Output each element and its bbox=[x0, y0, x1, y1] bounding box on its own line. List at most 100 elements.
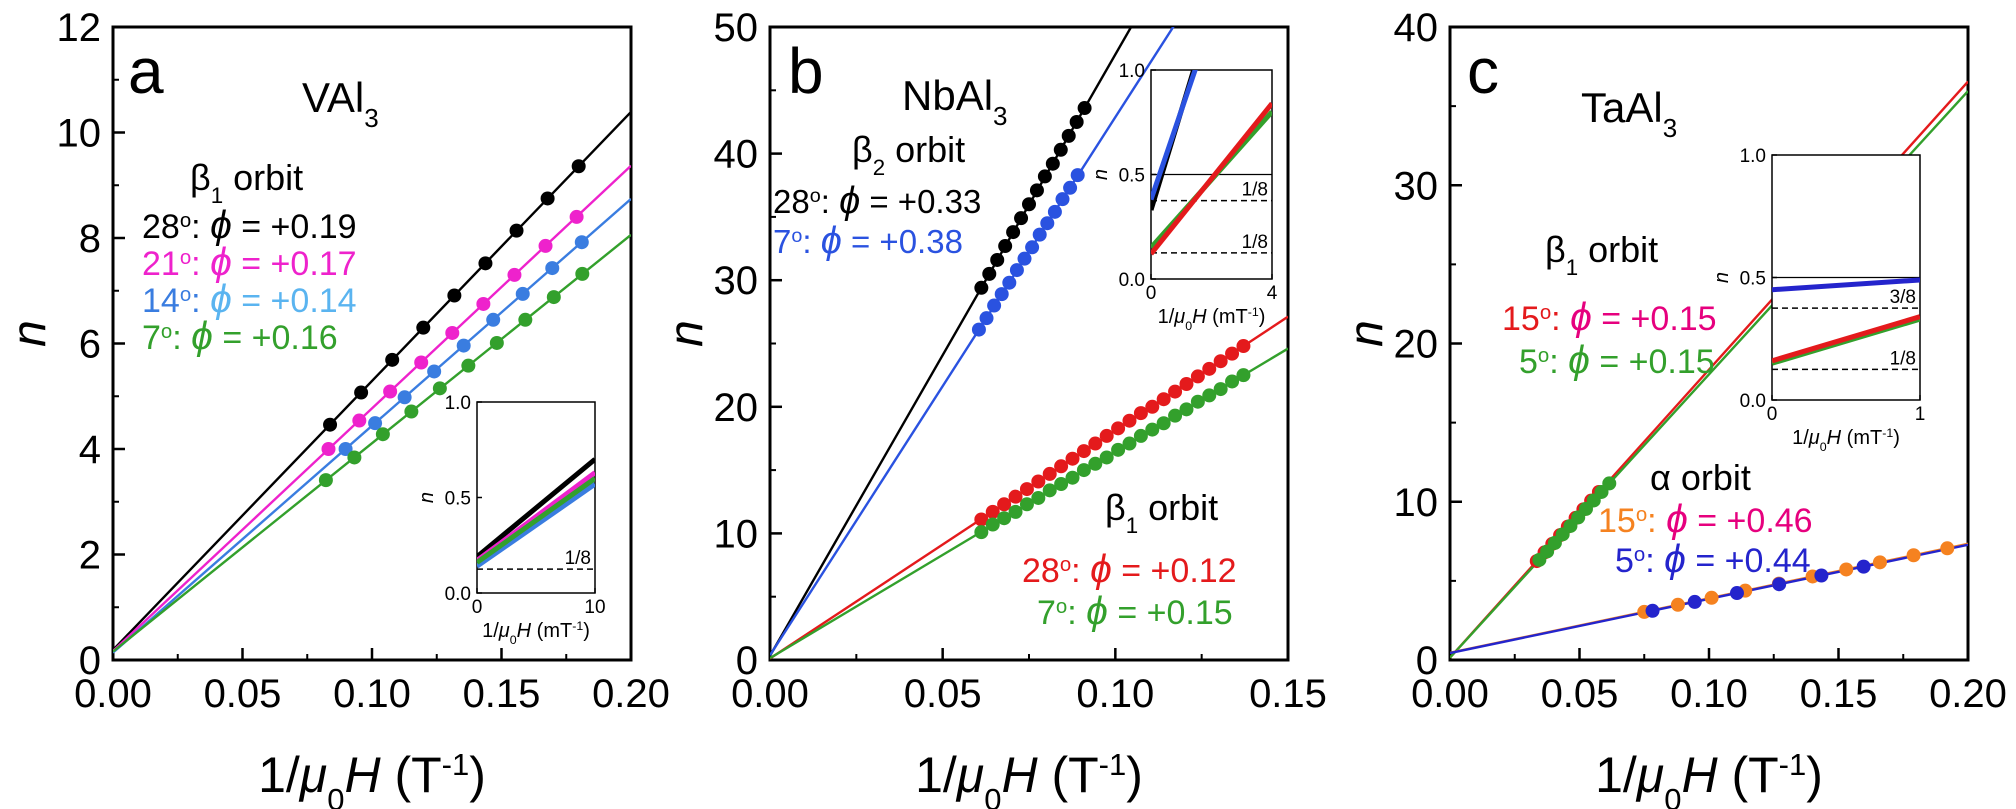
data-point bbox=[1063, 180, 1078, 195]
data-point bbox=[385, 352, 400, 367]
phase-annotation: 7o: ϕ = +0.38 bbox=[773, 220, 963, 262]
label-part: H bbox=[344, 747, 381, 803]
x-axis-label: 1/μ0H (T-1) bbox=[1595, 747, 1823, 809]
data-series bbox=[321, 209, 584, 456]
angle: 5 bbox=[1519, 343, 1538, 381]
data-point bbox=[1213, 382, 1228, 397]
y-tick-label: 30 bbox=[714, 259, 759, 303]
data-point bbox=[575, 266, 590, 281]
inset-line bbox=[1151, 70, 1198, 201]
inset-y-tick-label: 1.0 bbox=[445, 393, 471, 414]
data-point bbox=[1687, 594, 1702, 609]
inset-line bbox=[1772, 314, 1920, 364]
inset-x-tick-label: 0 bbox=[472, 597, 483, 618]
data-point bbox=[994, 287, 1009, 302]
phase-annotation: 21o: ϕ = +0.17 bbox=[142, 241, 357, 284]
inset-x-axis-label: 1/μ0H (mT-1) bbox=[1158, 305, 1266, 333]
angle: 14 bbox=[142, 282, 180, 320]
reference-label: 1/8 bbox=[565, 548, 591, 569]
data-point bbox=[997, 511, 1012, 526]
label-part: 0 bbox=[1664, 782, 1681, 809]
x-tick-label: 0.15 bbox=[1800, 672, 1878, 716]
data-point bbox=[1213, 354, 1228, 369]
data-point bbox=[1017, 251, 1032, 266]
inset-x-tick-label: 4 bbox=[1267, 283, 1278, 304]
data-point bbox=[1031, 474, 1046, 489]
data-point bbox=[321, 442, 336, 456]
phase-symbol: ϕ bbox=[1570, 296, 1592, 339]
label-part: (mT bbox=[1207, 306, 1248, 328]
colon: : bbox=[1549, 343, 1568, 381]
y-tick-label: 0 bbox=[79, 639, 101, 683]
y-tick-label: 0 bbox=[1416, 639, 1438, 683]
data-point bbox=[1190, 369, 1205, 384]
data-point bbox=[571, 159, 586, 174]
label-part: (T bbox=[1718, 747, 1779, 803]
data-point bbox=[982, 266, 997, 281]
label-part: μ bbox=[1173, 306, 1185, 328]
y-tick-label: 20 bbox=[714, 386, 759, 430]
phase-annotation: 7o: ϕ = +0.16 bbox=[142, 315, 338, 358]
data-point bbox=[476, 296, 491, 311]
label-part: H bbox=[1827, 427, 1842, 449]
data-point bbox=[1670, 597, 1685, 612]
inset-y-axis-label: n bbox=[1090, 169, 1112, 180]
data-point bbox=[1029, 183, 1044, 198]
x-tick-label: 0.20 bbox=[1929, 672, 2007, 716]
label-part: -1 bbox=[572, 619, 583, 633]
orbit-label: β1 orbit bbox=[1105, 487, 1218, 538]
data-point bbox=[1225, 346, 1240, 361]
data-point bbox=[1190, 394, 1205, 409]
label-part: orbit bbox=[885, 129, 965, 170]
x-tick-label: 0.00 bbox=[1411, 672, 1489, 716]
data-point bbox=[1031, 490, 1046, 505]
phase-symbol: ϕ bbox=[1568, 339, 1590, 382]
data-point bbox=[507, 267, 522, 282]
colon: : bbox=[1645, 542, 1664, 580]
degree: o bbox=[180, 284, 191, 306]
data-point bbox=[486, 312, 501, 327]
data-point bbox=[1054, 459, 1069, 474]
data-point bbox=[990, 252, 1005, 267]
panel-letter: b bbox=[788, 35, 824, 107]
reference-label: 1/8 bbox=[1242, 180, 1268, 201]
data-point bbox=[1006, 225, 1021, 240]
label-part: μ bbox=[955, 747, 984, 803]
data-point bbox=[1047, 204, 1062, 219]
data-point bbox=[347, 450, 362, 465]
data-point bbox=[974, 525, 989, 540]
panel-letter: c bbox=[1467, 35, 1499, 107]
y-tick-label: 2 bbox=[79, 534, 101, 578]
phase-annotation: 15o: ϕ = +0.46 bbox=[1598, 498, 1813, 541]
label-part: TaAl bbox=[1581, 84, 1663, 131]
label-part: ) bbox=[1126, 747, 1143, 803]
data-point bbox=[540, 191, 555, 206]
colon: : bbox=[1071, 552, 1090, 590]
data-point bbox=[1236, 339, 1251, 354]
data-point bbox=[985, 504, 1000, 519]
data-point bbox=[509, 223, 524, 238]
label-part: 0 bbox=[327, 782, 344, 809]
y-tick-label: 40 bbox=[1394, 6, 1439, 50]
y-tick-label: 10 bbox=[1394, 481, 1439, 525]
label-part: H bbox=[1192, 306, 1207, 328]
label-part: -1 bbox=[1099, 747, 1127, 782]
label-part: β bbox=[1545, 229, 1566, 270]
data-point bbox=[1099, 450, 1114, 465]
inset-y-tick-label: 0.5 bbox=[445, 489, 471, 510]
data-point bbox=[427, 364, 442, 379]
y-tick-label: 50 bbox=[714, 6, 759, 50]
phase-symbol: ϕ bbox=[821, 220, 842, 262]
y-tick-label: 40 bbox=[714, 133, 759, 177]
data-point bbox=[1145, 399, 1160, 414]
label-part: 1 bbox=[211, 183, 223, 208]
colon: : bbox=[191, 282, 210, 320]
inset-y-tick-label: 0.0 bbox=[1119, 270, 1145, 291]
label-part: -1 bbox=[1248, 305, 1259, 319]
y-tick-label: 4 bbox=[79, 428, 101, 472]
data-point bbox=[416, 320, 431, 335]
data-point bbox=[1156, 416, 1171, 431]
data-point bbox=[1168, 408, 1183, 423]
data-point bbox=[1019, 497, 1034, 512]
